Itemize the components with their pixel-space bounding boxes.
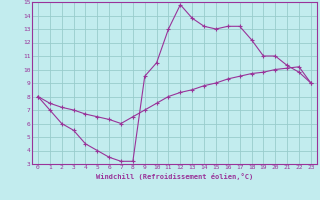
X-axis label: Windchill (Refroidissement éolien,°C): Windchill (Refroidissement éolien,°C)	[96, 173, 253, 180]
